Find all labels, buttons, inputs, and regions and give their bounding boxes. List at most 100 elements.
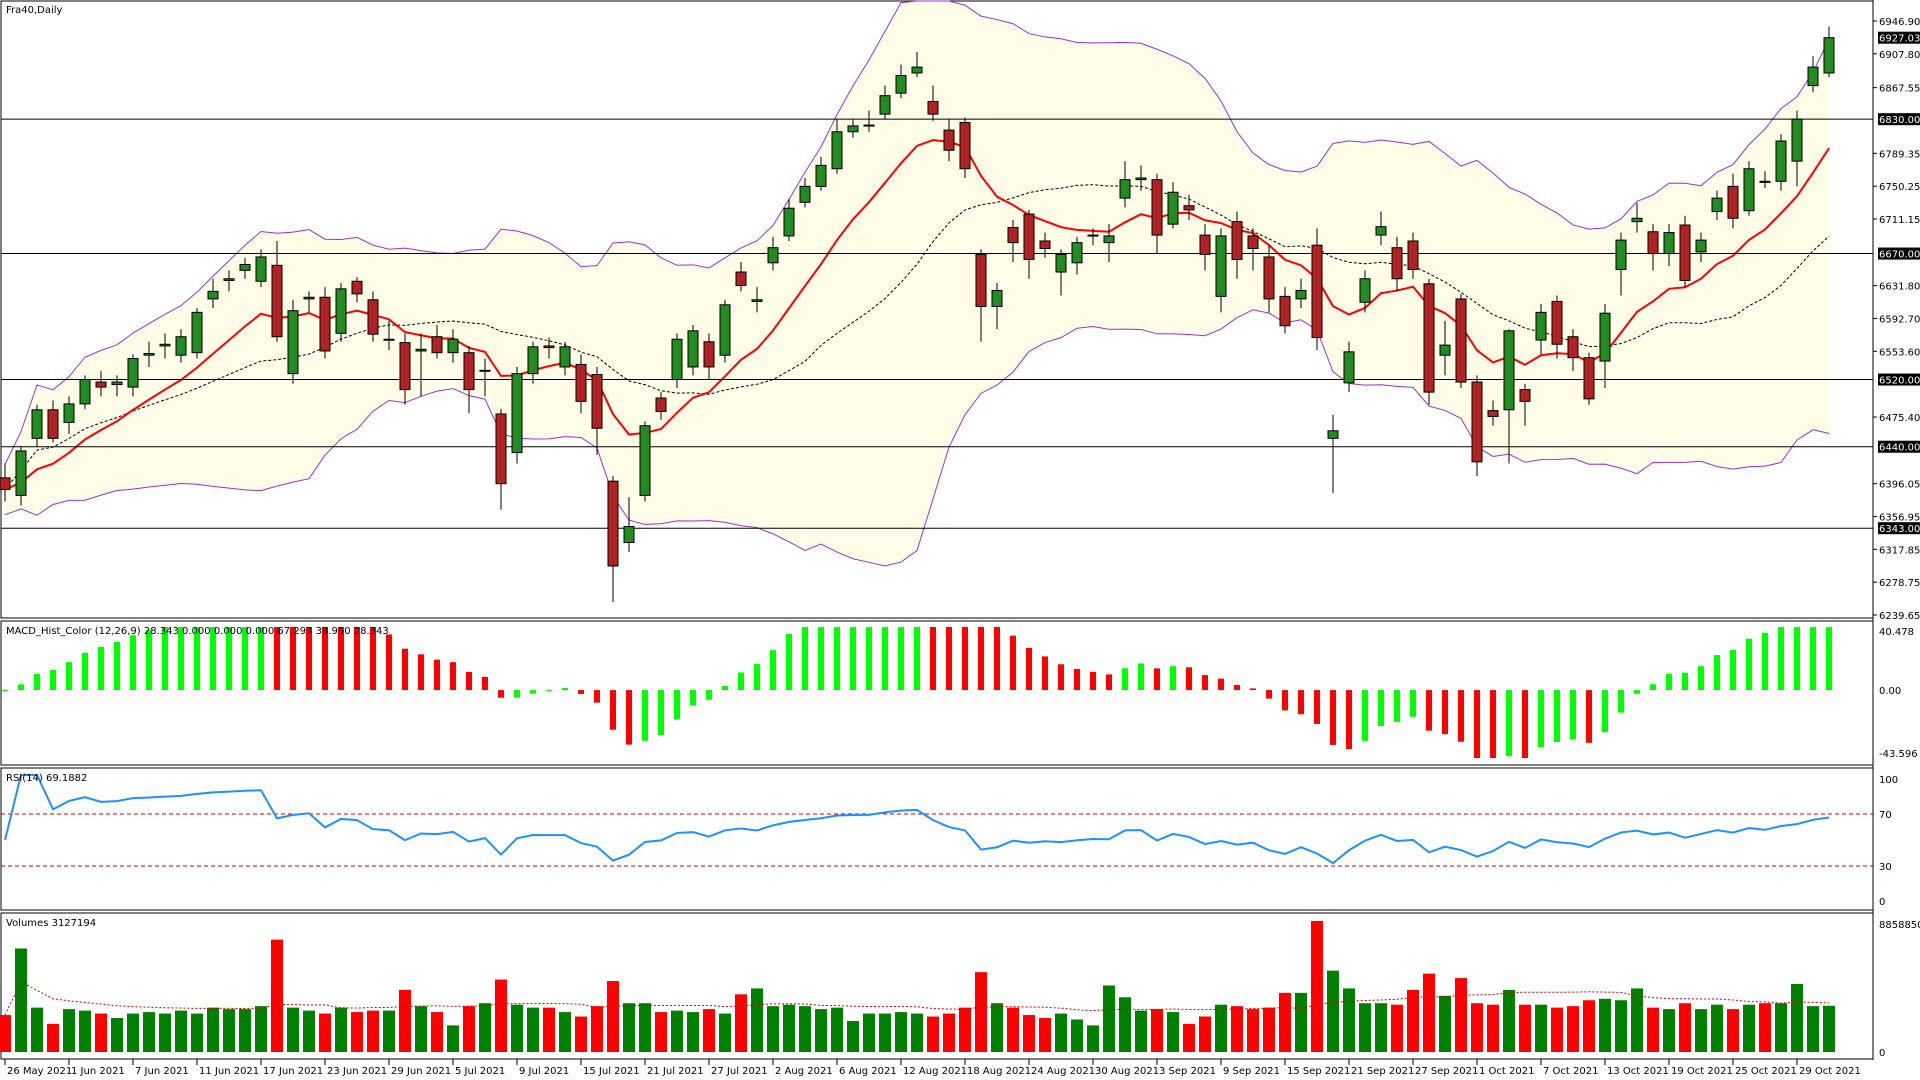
candle-body — [1247, 235, 1259, 250]
volume-bar — [1023, 1015, 1035, 1052]
volume-average-line — [4, 981, 1830, 1016]
date-label: 13 Oct 2021 — [1607, 1066, 1669, 1077]
date-label: 17 Jun 2021 — [263, 1066, 323, 1077]
macd-histogram-bar — [802, 627, 808, 691]
macd-histogram-bar — [130, 635, 136, 691]
candle-body — [911, 66, 923, 74]
candle-body — [47, 409, 59, 439]
macd-panel: MACD_Hist_Color (12,26,9) 28.343 0.000 0… — [2, 626, 1918, 760]
candle-body — [303, 296, 315, 300]
date-label: 15 Jul 2021 — [583, 1066, 640, 1077]
candle-body — [991, 290, 1003, 307]
candle-body — [463, 352, 475, 391]
macd-histogram-bar — [1442, 690, 1448, 735]
macd-histogram-bar — [450, 662, 456, 691]
volume-bar — [495, 979, 507, 1052]
candle-body — [95, 381, 107, 388]
macd-histogram-bar — [562, 687, 568, 691]
volume-bar — [287, 1007, 299, 1052]
macd-histogram-bar — [498, 690, 504, 698]
volume-bar — [1327, 970, 1339, 1052]
price-tick-label: 6907.80 — [1879, 50, 1920, 61]
date-label: 7 Oct 2021 — [1543, 1066, 1598, 1077]
macd-histogram-bar — [1090, 671, 1096, 691]
macd-tick-label: 0.00 — [1879, 686, 1901, 697]
candle-body — [127, 358, 139, 388]
volume-bar — [1807, 1006, 1819, 1052]
volume-bar — [1775, 1003, 1787, 1052]
volume-bar — [1743, 1004, 1755, 1052]
volume-bar — [543, 1007, 555, 1052]
candle-body — [399, 342, 411, 391]
volume-bar — [175, 1010, 187, 1052]
volume-bar — [1631, 988, 1643, 1052]
candle-body — [79, 379, 91, 405]
volume-bar — [303, 1010, 315, 1052]
level-tag-label: 6440.00 — [1879, 443, 1920, 454]
candle-body — [1231, 221, 1243, 260]
volume-bar — [1151, 1009, 1163, 1052]
candle-body — [1567, 336, 1579, 359]
volume-bar — [1663, 1009, 1675, 1052]
macd-tick-label: -43.596 — [1879, 749, 1918, 760]
volume-bar — [111, 1017, 123, 1052]
volume-bar — [847, 1020, 859, 1052]
volume-bar — [991, 1003, 1003, 1052]
volume-bar — [1391, 1004, 1403, 1052]
volume-bar — [895, 1012, 907, 1052]
volume-bar — [1823, 1005, 1835, 1052]
level-tag — [1878, 113, 1920, 126]
rsi-label: RSI(14) 69.1882 — [6, 773, 87, 784]
candle-body — [1471, 381, 1483, 463]
candle-body — [511, 373, 523, 454]
candle-body — [1407, 240, 1419, 271]
macd-histogram-bar — [946, 627, 952, 691]
macd-histogram-bar — [1666, 673, 1672, 691]
level-tag-label: 6520.00 — [1879, 376, 1920, 387]
macd-histogram-bar — [1698, 666, 1704, 691]
candle-body — [687, 330, 699, 368]
volume-bar — [1487, 1004, 1499, 1052]
volume-bar — [1055, 1013, 1067, 1052]
volume-bar — [1119, 997, 1131, 1052]
macd-histogram-bar — [1602, 690, 1608, 733]
macd-histogram-bar — [962, 627, 968, 691]
candle-body — [1071, 242, 1083, 264]
volume-bar — [15, 948, 27, 1052]
candle-body — [1087, 234, 1099, 237]
candle-body — [207, 290, 219, 300]
volume-bar — [767, 1006, 779, 1052]
candle-body — [719, 304, 731, 356]
volume-bar — [527, 1007, 539, 1052]
macd-histogram-bar — [1042, 656, 1048, 691]
volume-bar — [831, 1007, 843, 1052]
level-tag — [1878, 373, 1920, 386]
macd-histogram-bar — [418, 654, 424, 691]
volume-bar — [1375, 1003, 1387, 1052]
level-tag-label: 6830.00 — [1879, 115, 1920, 126]
volume-bar — [399, 989, 411, 1052]
macd-histogram-bar — [1186, 667, 1192, 691]
rsi-panel: RSI(14) 69.1882 100 70 30 0 — [1, 773, 1898, 908]
price-tick-label: 6239.65 — [1879, 611, 1920, 622]
macd-histogram-bar — [1122, 668, 1128, 691]
price-tick-label: 6789.35 — [1879, 149, 1920, 160]
date-label: 12 Aug 2021 — [903, 1066, 967, 1077]
candle-body — [1199, 234, 1211, 255]
candle-body — [0, 477, 11, 491]
volume-bar — [943, 1013, 955, 1052]
candle-body — [31, 409, 43, 439]
volume-bar — [447, 1025, 459, 1052]
volume-bar — [1231, 1006, 1243, 1052]
candle-body — [1743, 168, 1755, 212]
candle-body — [863, 124, 875, 127]
candle-body — [623, 526, 635, 543]
date-label: 18 Aug 2021 — [967, 1066, 1031, 1077]
candle-body — [1279, 295, 1291, 327]
price-tick-label: 6592.70 — [1879, 314, 1920, 325]
candle-body — [239, 263, 251, 271]
macd-histogram-bar — [370, 627, 376, 691]
volume-bar — [1407, 989, 1419, 1052]
volume-bar — [0, 1015, 11, 1052]
